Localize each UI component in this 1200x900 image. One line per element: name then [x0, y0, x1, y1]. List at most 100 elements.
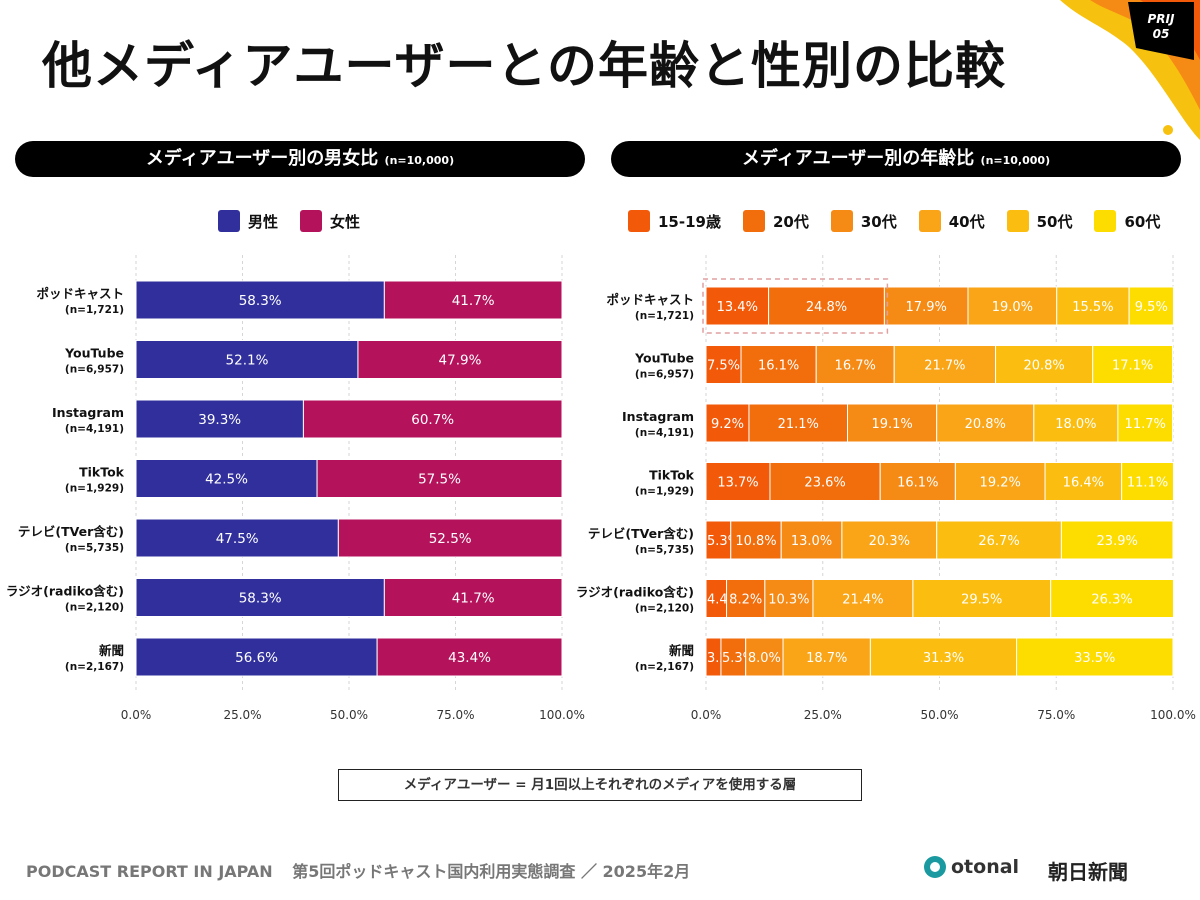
- gender-category-n: (n=4,191): [65, 423, 124, 435]
- gender-header-n: (n=10,000): [384, 154, 455, 167]
- gender-category-label: TikTok: [79, 465, 125, 480]
- age-category-label: テレビ(TVer含む): [588, 526, 694, 541]
- gender-legend-swatch: [218, 210, 240, 232]
- highlight-box: [702, 278, 889, 334]
- age-value-label: 21.1%: [778, 417, 819, 432]
- gender-value-label: 56.6%: [235, 650, 278, 666]
- age-bar-segment: [730, 520, 782, 560]
- gender-category-label: 新聞: [99, 643, 124, 658]
- gender-ratio-chart: 0.0% 25.0% 50.0% 75.0% 100.0% ポッドキャスト (n=1,721…: [6, 255, 585, 722]
- otonal-logo-text: otonal: [951, 856, 1020, 878]
- age-bar-segment: [936, 520, 1062, 560]
- age-legend-label: 15-19歳: [658, 212, 721, 231]
- age-x-tick-label: 50.0%: [920, 708, 958, 722]
- gender-value-label: 41.7%: [452, 293, 495, 309]
- age-bar-segment: [869, 637, 1018, 677]
- gender-value-label: 57.5%: [418, 472, 461, 488]
- age-bar-segment: [705, 403, 750, 443]
- gender-category-n: (n=1,929): [65, 483, 124, 495]
- age-bar-segment: [720, 637, 747, 677]
- age-bar-segment: [705, 520, 732, 560]
- gender-x-tick-label: 75.0%: [436, 708, 474, 722]
- gender-category-label: Instagram: [52, 405, 124, 420]
- age-category-n: (n=1,721): [635, 310, 694, 322]
- age-bar-segment: [768, 286, 885, 326]
- age-bar-segment: [740, 345, 817, 384]
- footer-text: PODCAST REPORT IN JAPAN 第5回ポッドキャスト国内利用実態…: [26, 858, 704, 882]
- age-legend: 15-19歳 20代 30代 40代 50代 60代: [628, 210, 1182, 232]
- age-value-label: 26.7%: [978, 534, 1019, 549]
- gender-legend-swatch: [300, 210, 323, 232]
- age-value-label: 10.8%: [735, 534, 776, 549]
- age-value-label: 8.2%: [729, 593, 762, 608]
- age-legend-swatch: [918, 210, 941, 232]
- otonal-logo: otonal: [924, 856, 1019, 878]
- age-legend-item: 20代: [742, 210, 809, 232]
- age-bar-segment: [769, 462, 881, 501]
- page-badge-shape: [1128, 2, 1194, 60]
- asahi-logo: 朝日新聞: [1048, 860, 1128, 884]
- age-header-text: メディアユーザー別の年齢比: [741, 148, 975, 169]
- gender-value-label: 47.9%: [439, 353, 482, 369]
- gender-category-label: ポッドキャスト: [36, 286, 124, 301]
- gender-bar-segment: [383, 280, 563, 320]
- gender-value-label: 52.1%: [226, 353, 269, 369]
- age-legend-label: 40代: [948, 212, 985, 231]
- age-x-tick-label: 25.0%: [804, 708, 842, 722]
- gender-x-tick-label: 50.0%: [330, 708, 368, 722]
- age-value-label: 20.3%: [869, 534, 910, 549]
- age-category-label: ポッドキャスト: [606, 292, 694, 307]
- age-bar-segment: [1121, 462, 1174, 501]
- age-value-label: 18.0%: [1055, 417, 1096, 432]
- age-x-tick-label: 0.0%: [691, 708, 722, 722]
- age-legend-label: 50代: [1036, 212, 1073, 231]
- gender-legend-label: 女性: [330, 212, 361, 231]
- age-category-label: 新聞: [669, 643, 694, 658]
- age-value-label: 31.3%: [923, 651, 964, 666]
- age-value-label: 29.5%: [961, 593, 1002, 608]
- age-value-label: 17.9%: [906, 300, 947, 315]
- gender-bar-segment: [337, 518, 563, 558]
- gender-value-label: 60.7%: [411, 412, 454, 428]
- age-legend-swatch: [628, 210, 650, 232]
- gender-bar-segment: [357, 340, 563, 379]
- age-legend-item: 40代: [918, 210, 985, 232]
- gender-value-label: 43.4%: [448, 650, 491, 666]
- age-bar-segment: [1060, 520, 1174, 560]
- age-value-label: 16.7%: [835, 359, 876, 374]
- gender-bar-segment: [135, 637, 378, 677]
- age-bar-segment: [912, 579, 1052, 618]
- age-value-label: 21.4%: [842, 593, 883, 608]
- age-bar-segment: [748, 403, 849, 443]
- age-header-n: (n=10,000): [980, 154, 1051, 167]
- age-legend-item: 15-19歳: [628, 210, 721, 232]
- gender-legend-item: 男性: [218, 210, 278, 232]
- age-value-label: 16.1%: [758, 359, 799, 374]
- age-category-n: (n=2,167): [635, 661, 694, 673]
- age-value-label: 13.0%: [791, 534, 832, 549]
- age-bar-segment: [745, 637, 784, 677]
- age-legend-swatch: [830, 210, 853, 232]
- age-bar-segment: [995, 345, 1094, 384]
- age-value-label: 11.7%: [1125, 417, 1166, 432]
- age-bar-segment: [705, 345, 742, 384]
- gender-bar-segment: [383, 578, 563, 617]
- age-bar-segment: [705, 286, 770, 326]
- age-value-label: 9.5%: [1135, 300, 1168, 315]
- gender-value-label: 39.3%: [198, 412, 241, 428]
- age-category-n: (n=4,191): [635, 427, 694, 439]
- gender-x-tick-label: 0.0%: [121, 708, 152, 722]
- age-bar-segment: [815, 345, 895, 384]
- gender-category-label: YouTube: [64, 346, 124, 361]
- age-category-label: Instagram: [622, 409, 694, 424]
- definition-note: メディアユーザー = 月1回以上それぞれのメディアを使用する層: [338, 769, 862, 801]
- gender-category-label: ラジオ(radiko含む): [6, 584, 124, 599]
- age-legend-label: 20代: [772, 212, 809, 231]
- age-category-label: ラジオ(radiko含む): [576, 585, 694, 600]
- age-legend-item: 60代: [1094, 210, 1160, 232]
- age-value-label: 23.6%: [804, 476, 845, 491]
- age-bar-segment: [764, 579, 814, 618]
- gender-category-n: (n=5,735): [65, 542, 124, 554]
- age-bar-segment: [936, 403, 1035, 443]
- age-bar-segment: [1044, 462, 1123, 501]
